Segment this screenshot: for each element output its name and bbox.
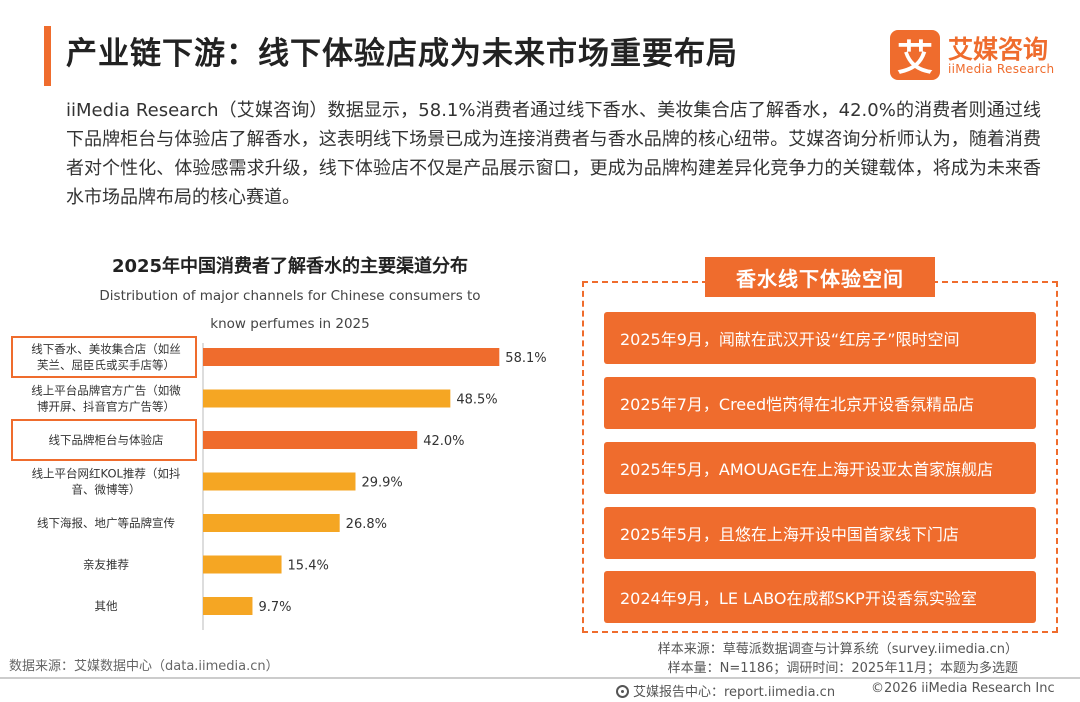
value-label-1: 48.5% [456,393,497,408]
channel-bar-chart: 58.1% 线下香水、美妆集合店（如丝芙兰、屈臣氏或买手店等） 48.5% 线上平台品… [11,336,547,630]
footer-report-center-text: 艾媒报告中心：report.iimedia.cn [633,685,836,700]
data-source-note: 数据来源：艾媒数据中心（data.iimedia.cn） [9,659,279,674]
chart-title: 2025年中国消费者了解香水的主要渠道分布 [111,256,469,277]
title-accent-bar [44,26,51,86]
category-label-6: 其他 [95,599,118,613]
category-label-5: 亲友推荐 [83,558,129,572]
bar-3 [203,472,356,491]
logo-english-name: iiMedia Research [948,62,1055,76]
chart-subtitle: Distribution of major channels for Chine… [99,288,481,332]
bar-5 [203,555,282,574]
value-label-5: 15.4% [288,559,329,574]
value-label-3: 29.9% [361,476,402,491]
footer-copyright: ©2026 iiMedia Research Inc [871,681,1055,696]
intro-paragraph: iiMedia Research（艾媒咨询）数据显示，58.1%消费者通过线下香… [66,100,1041,208]
category-label-2: 线下品牌柜台与体验店 [49,433,164,447]
bar-1 [203,389,451,408]
category-label-0: 线下香水、美妆集合店（如丝芙兰、屈臣氏或买手店等） [31,342,181,372]
highlight-box-0 [11,336,197,378]
logo-mark-icon: 艾 [890,30,940,80]
experience-event-item: 2025年9月，闻献在武汉开设“红房子”限时空间 [604,312,1036,364]
footer-report-center: 艾媒报告中心：report.iimedia.cn [616,681,835,700]
value-label-0: 58.1% [505,351,546,366]
logo-chinese-name: 艾媒咨询 [948,35,1049,64]
sample-source-note: 样本来源：草莓派数据调查与计算系统（survey.iimedia.cn） [657,642,1018,657]
bar-4 [203,514,340,532]
value-label-6: 9.7% [258,600,291,615]
experience-event-item: 2025年5月，AMOUAGE在上海开设亚太首家旗舰店 [604,442,1036,494]
sample-size-note: 样本量：N=1186；调研时间：2025年11月；本题为多选题 [667,661,1018,676]
experience-event-item: 2024年9月，LE LABO在成都SKP开设香氛实验室 [604,571,1036,623]
value-label-2: 42.0% [423,434,464,449]
category-label-1: 线上平台品牌官方广告（如微博开屏、抖音官方广告等） [31,384,181,414]
category-label-4: 线下海报、地广等品牌宣传 [37,516,175,530]
bar-2 [203,431,418,449]
brand-logo: 艾 艾媒咨询 iiMedia Research [890,30,1065,82]
value-label-4: 26.8% [346,517,387,532]
experience-panel-title: 香水线下体验空间 [705,257,935,297]
bar-6 [203,597,253,615]
bar-0 [203,348,500,366]
globe-icon [616,685,629,698]
page-title: 产业链下游：线下体验店成为未来市场重要布局 [66,36,738,72]
experience-event-item: 2025年7月，Creed恺芮得在北京开设香氛精品店 [604,377,1036,429]
experience-event-item: 2025年5月，且悠在上海开设中国首家线下门店 [604,507,1036,559]
footer-divider [0,677,1080,679]
highlight-box-2 [11,419,197,461]
category-label-3: 线上平台网红KOL推荐（如抖音、微博等） [32,467,181,497]
